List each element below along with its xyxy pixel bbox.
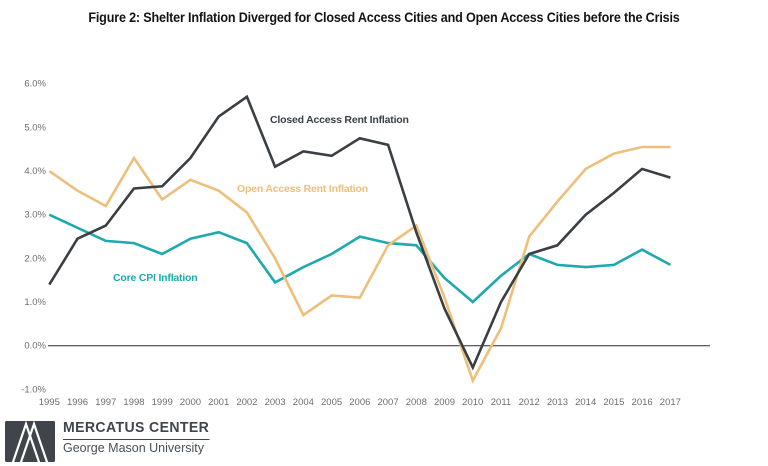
logo-text: MERCATUS CENTER George Mason University xyxy=(63,420,214,456)
x-tick-label: 1998 xyxy=(123,397,144,408)
x-tick-label: 2005 xyxy=(321,397,342,408)
series-label: Core CPI Inflation xyxy=(113,272,198,284)
x-tick-label: 2012 xyxy=(519,397,540,408)
logo-org-name: MERCATUS CENTER xyxy=(63,420,210,440)
series-line xyxy=(48,145,671,384)
mercatus-m-icon xyxy=(5,421,55,462)
y-tick-label: 5.0% xyxy=(24,122,46,133)
x-tick-label: 2015 xyxy=(603,397,624,408)
series-label: Open Access Rent Inflation xyxy=(237,183,368,195)
chart: 6.0% 5.0% 4.0% 3.0% 2.0% 1.0% 0.0% -1.0% Closed… xyxy=(21,79,710,408)
x-axis-ticks: 1995 1996 1997 1998 1999 2000 2001 2002 2003 2004… xyxy=(39,397,681,408)
logo-sub-name: George Mason University xyxy=(63,440,205,455)
y-tick-label: 0.0% xyxy=(24,341,46,352)
y-tick-label: 2.0% xyxy=(24,253,46,264)
y-tick-label: 1.0% xyxy=(24,297,46,308)
series-line xyxy=(48,94,671,371)
x-tick-label: 2006 xyxy=(349,397,370,408)
series-lines xyxy=(48,94,672,384)
x-tick-label: 1999 xyxy=(152,397,173,408)
x-tick-label: 1996 xyxy=(67,397,88,408)
x-tick-label: 2003 xyxy=(265,397,286,408)
x-tick-label: 2016 xyxy=(632,397,653,408)
x-tick-label: 2014 xyxy=(575,397,596,408)
x-tick-label: 1995 xyxy=(39,397,60,408)
y-tick-label: -1.0% xyxy=(21,384,46,395)
x-tick-label: 2013 xyxy=(547,397,568,408)
series-line xyxy=(48,213,672,304)
x-tick-label: 2002 xyxy=(236,397,257,408)
x-tick-label: 2004 xyxy=(293,397,314,408)
x-tick-label: 1997 xyxy=(95,397,116,408)
y-tick-label: 3.0% xyxy=(24,210,46,221)
mercatus-logo: MERCATUS CENTER George Mason University xyxy=(5,420,214,462)
x-tick-label: 2011 xyxy=(491,397,511,408)
x-tick-label: 2010 xyxy=(462,397,483,408)
x-tick-label: 2007 xyxy=(377,397,398,408)
x-tick-label: 2008 xyxy=(406,397,427,408)
series-label: Closed Access Rent Inflation xyxy=(270,114,409,126)
x-tick-label: 2017 xyxy=(660,397,681,408)
y-tick-label: 4.0% xyxy=(24,166,46,177)
y-axis-ticks: 6.0% 5.0% 4.0% 3.0% 2.0% 1.0% 0.0% -1.0% xyxy=(21,79,46,396)
figure-title: Figure 2: Shelter Inflation Diverged for… xyxy=(88,9,680,25)
series-labels: Closed Access Rent Inflation Open Access … xyxy=(113,114,409,284)
x-tick-label: 2001 xyxy=(208,397,229,408)
x-tick-label: 2009 xyxy=(434,397,455,408)
x-tick-label: 2000 xyxy=(180,397,201,408)
y-tick-label: 6.0% xyxy=(24,79,46,90)
